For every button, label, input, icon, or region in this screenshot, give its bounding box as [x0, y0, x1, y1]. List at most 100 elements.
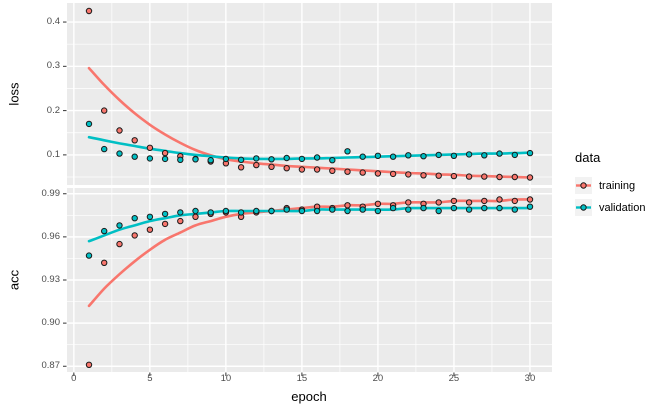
- training-series-key-icon: [575, 177, 592, 194]
- data-point-validation: [374, 152, 382, 160]
- data-point-validation: [389, 204, 397, 212]
- data-point-validation: [177, 156, 184, 164]
- data-point-validation: [237, 156, 245, 164]
- legend: data training validation: [575, 150, 645, 221]
- y-tick-label: 0.3: [46, 60, 60, 72]
- data-point-validation: [283, 154, 290, 162]
- data-point-validation: [481, 152, 488, 159]
- data-point-training: [435, 172, 442, 179]
- data-point-validation: [146, 213, 154, 221]
- data-point-validation: [161, 210, 169, 218]
- data-point-training: [511, 197, 518, 205]
- data-point-validation: [116, 222, 123, 229]
- legend-label-training: training: [599, 179, 636, 192]
- data-point-training: [298, 166, 306, 173]
- x-tick-label: 5: [147, 373, 153, 384]
- y-tick-label: 0.93: [41, 274, 61, 285]
- data-point-training: [131, 232, 138, 239]
- data-point-training: [253, 161, 260, 169]
- data-point-training: [237, 164, 245, 171]
- data-point-validation: [465, 151, 473, 158]
- data-point-validation: [237, 209, 245, 216]
- data-point-validation: [313, 154, 321, 161]
- data-point-validation: [131, 215, 138, 222]
- x-tick-label: 20: [372, 373, 384, 384]
- data-point-training: [511, 173, 518, 181]
- y-tick-label: 0.4: [46, 16, 60, 28]
- data-point-validation: [298, 155, 306, 163]
- data-point-training: [526, 196, 534, 203]
- data-point-training: [283, 165, 290, 172]
- data-point-training: [177, 217, 184, 225]
- data-point-training: [161, 149, 169, 157]
- data-point-training: [101, 259, 108, 266]
- data-point-validation: [359, 206, 366, 213]
- data-point-validation: [435, 207, 442, 215]
- x-axis-title: epoch: [291, 389, 327, 404]
- data-point-training: [450, 197, 458, 205]
- data-point-validation: [192, 156, 199, 163]
- data-point-validation: [526, 203, 534, 210]
- data-point-training: [268, 163, 275, 171]
- data-point-validation: [192, 207, 199, 215]
- data-point-training: [101, 107, 108, 114]
- data-point-validation: [253, 207, 260, 215]
- y-tick-label: 0.87: [41, 360, 61, 372]
- data-point-validation: [207, 209, 214, 216]
- data-point-training: [359, 169, 366, 176]
- data-point-validation: [298, 207, 306, 215]
- data-point-training: [465, 199, 473, 206]
- legend-entry-validation: validation: [575, 199, 645, 216]
- data-point-validation: [131, 153, 138, 160]
- data-point-training: [435, 199, 442, 206]
- data-point-validation: [344, 148, 351, 155]
- data-point-training: [420, 172, 427, 179]
- data-point-training: [192, 213, 199, 221]
- data-point-training: [131, 137, 138, 144]
- data-point-validation: [222, 155, 230, 163]
- data-point-validation: [146, 155, 154, 162]
- y-tick-label: 0.99: [41, 187, 61, 199]
- validation-series-key-icon: [575, 199, 592, 216]
- x-tick-label: 25: [448, 373, 460, 384]
- y-axis-title-acc: acc: [6, 269, 22, 291]
- data-point-validation: [329, 206, 336, 213]
- data-point-validation: [359, 153, 366, 160]
- data-point-validation: [329, 157, 336, 164]
- data-point-validation: [85, 252, 93, 259]
- x-tick-label: 10: [220, 373, 232, 384]
- data-point-validation: [101, 145, 108, 153]
- data-point-training: [313, 166, 321, 173]
- data-point-validation: [405, 152, 412, 159]
- data-point-training: [496, 173, 503, 181]
- data-point-training: [85, 7, 93, 15]
- y-tick-label: 0.96: [41, 230, 61, 242]
- legend-title: data: [575, 150, 601, 165]
- data-point-training: [329, 167, 336, 175]
- y-tick-label: 0.2: [46, 104, 60, 116]
- data-point-training: [389, 170, 397, 178]
- legend-entry-training: training: [575, 177, 645, 194]
- data-point-validation: [283, 206, 290, 213]
- data-point-validation: [420, 204, 427, 212]
- x-tick-label: 30: [524, 373, 536, 384]
- legend-label-validation: validation: [599, 201, 646, 214]
- data-point-validation: [313, 207, 321, 215]
- data-point-validation: [435, 151, 442, 159]
- data-point-training: [116, 127, 123, 134]
- data-point-validation: [450, 152, 458, 160]
- data-point-validation: [253, 155, 260, 162]
- x-tick-label: 0: [71, 373, 77, 384]
- data-point-validation: [344, 207, 351, 215]
- data-point-training: [405, 171, 412, 178]
- data-point-training: [161, 220, 169, 228]
- data-point-validation: [405, 206, 412, 213]
- data-point-training: [85, 361, 93, 368]
- data-point-training: [481, 173, 488, 180]
- data-point-training: [374, 170, 382, 177]
- data-point-training: [481, 197, 488, 205]
- data-point-training: [344, 202, 351, 209]
- data-point-validation: [511, 151, 518, 159]
- data-point-validation: [161, 155, 169, 163]
